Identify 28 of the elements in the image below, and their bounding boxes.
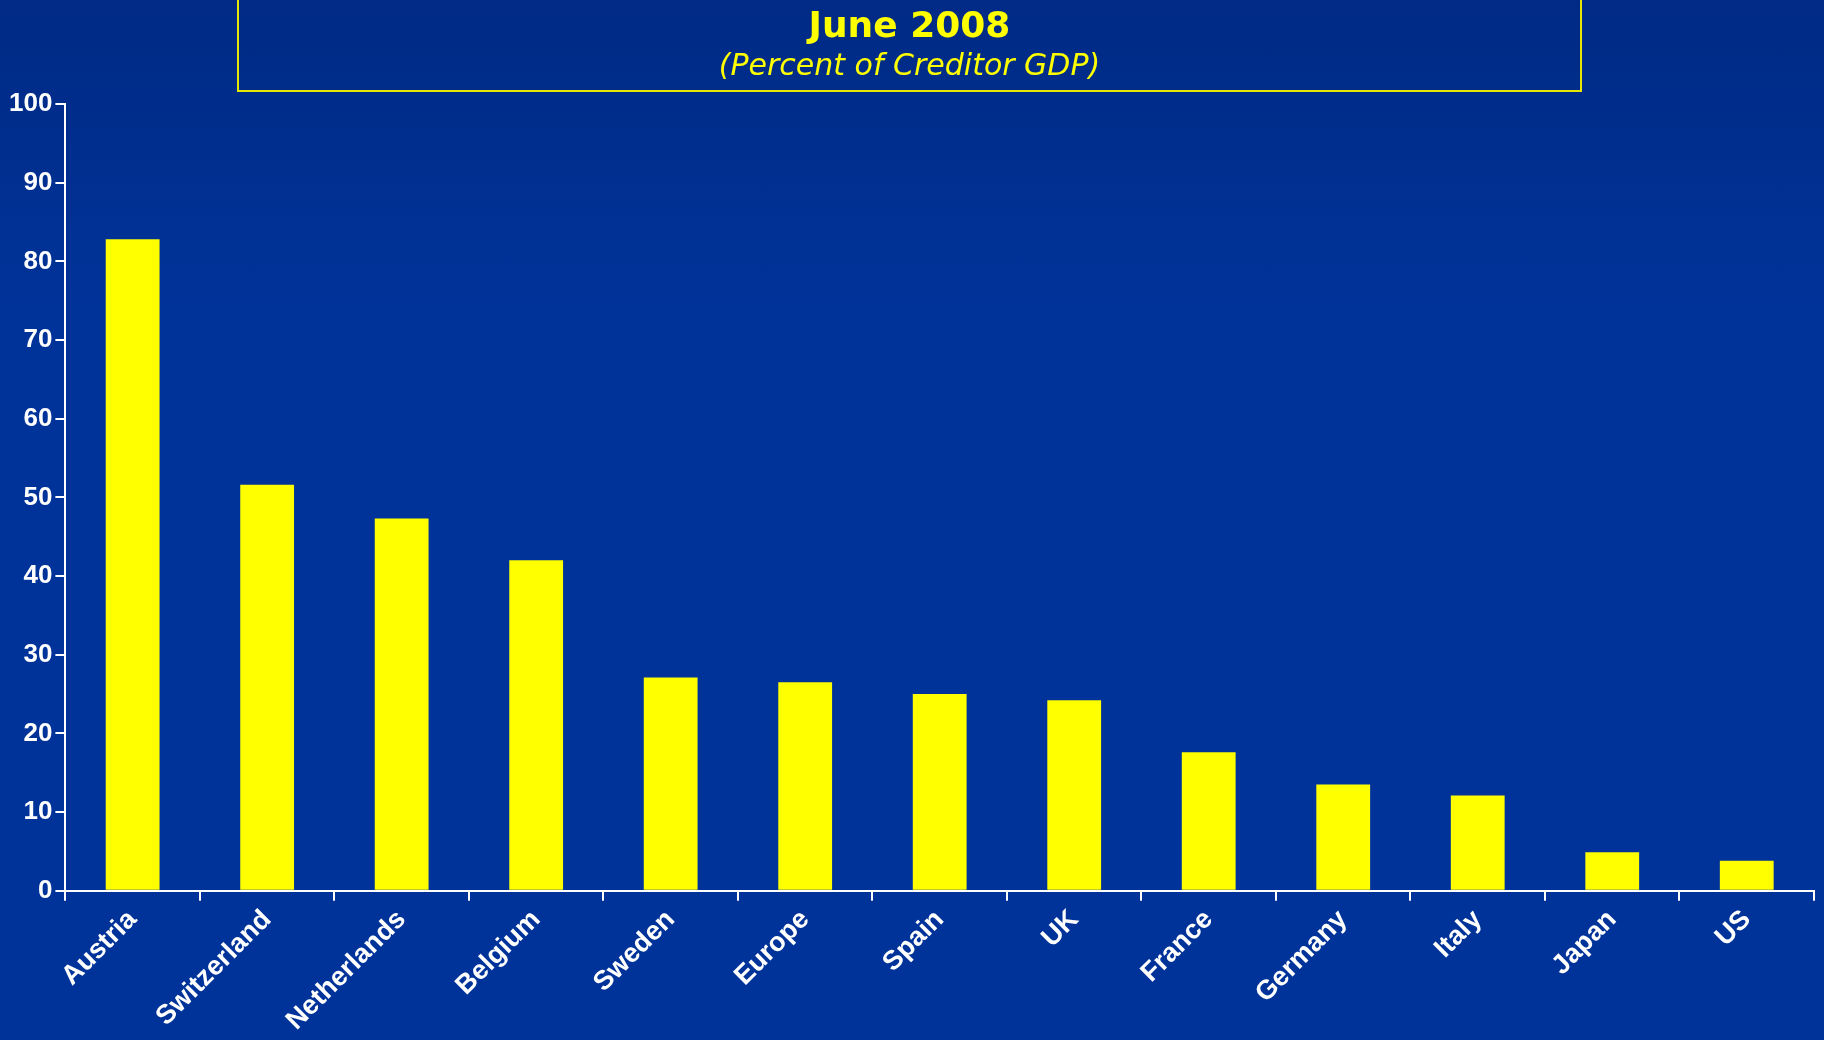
bar — [105, 239, 160, 890]
bar — [912, 694, 967, 890]
bar — [1585, 852, 1640, 890]
y-tick-label: 60 — [23, 401, 53, 432]
bar — [1316, 784, 1371, 890]
y-tick-label: 0 — [37, 873, 53, 904]
x-tick-label: US — [1708, 903, 1757, 952]
chart-subtitle: (Percent of Creditor GDP) — [717, 47, 1102, 82]
y-tick-label: 70 — [23, 323, 53, 354]
bar — [1181, 752, 1236, 890]
bar — [1047, 700, 1102, 890]
x-tick-label: UK — [1034, 903, 1085, 953]
bar — [374, 518, 429, 890]
y-tick-label: 20 — [23, 716, 53, 747]
y-tick-label: 80 — [23, 244, 53, 275]
y-tick-label: 40 — [23, 559, 53, 590]
y-tick-label: 30 — [23, 637, 53, 668]
bar — [1450, 795, 1505, 890]
y-tick-label: 100 — [8, 87, 53, 118]
bar — [509, 560, 564, 890]
y-tick-label: 50 — [23, 480, 53, 511]
chart-title: June 2008 — [805, 4, 1012, 45]
bar — [240, 484, 295, 890]
bar — [778, 682, 833, 890]
y-tick-label: 10 — [23, 795, 53, 826]
y-tick-label: 90 — [23, 165, 53, 196]
bar — [643, 677, 698, 890]
bar — [1719, 860, 1774, 890]
